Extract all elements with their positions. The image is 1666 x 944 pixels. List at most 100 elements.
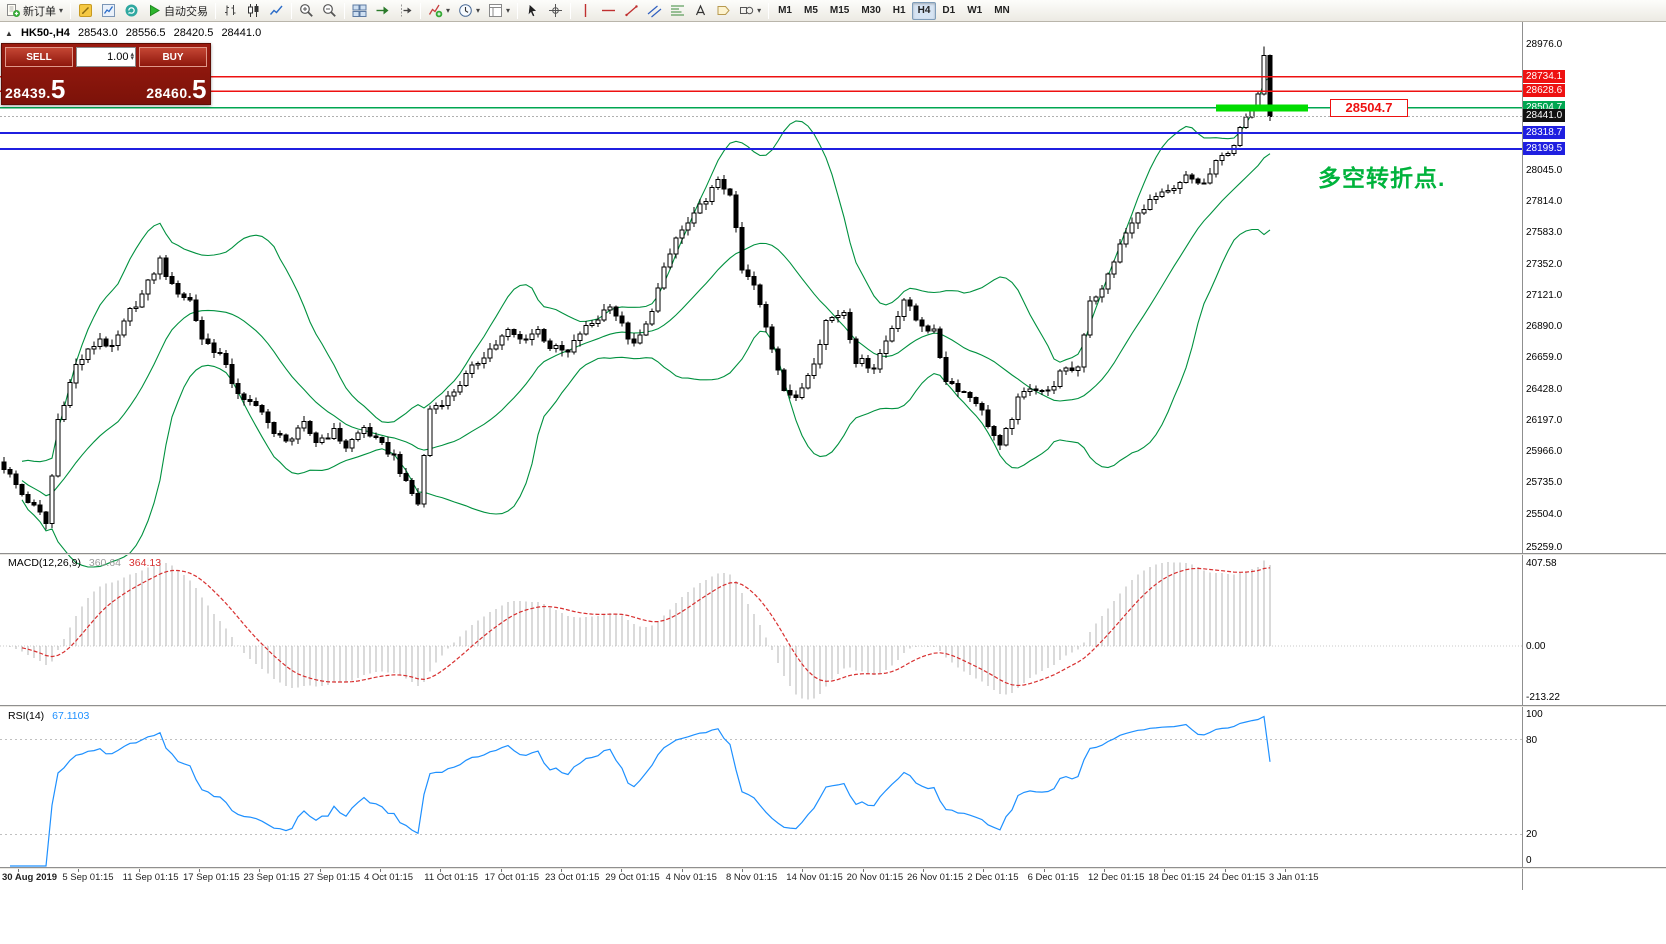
price-axis-tick: 28045.0 [1526, 164, 1563, 176]
tile-windows-button[interactable] [348, 1, 371, 21]
hline-icon [601, 3, 616, 18]
time-axis-label: 6 Dec 01:15 [1027, 872, 1079, 883]
candle-chart-icon [246, 3, 261, 18]
macd-signal-value: 364.13 [128, 557, 162, 569]
pane-divider-price-macd[interactable] [0, 553, 1666, 555]
time-axis-tick [78, 868, 80, 872]
time-axis-label: 4 Nov 01:15 [665, 872, 717, 883]
volume-spinner[interactable]: ▴ ▾ [130, 50, 134, 62]
auto-scroll-button[interactable] [371, 1, 394, 21]
refresh-button[interactable] [120, 1, 143, 21]
macd-name: MACD(12,26,9) [8, 557, 81, 569]
timeframe-mn-button[interactable]: MN [988, 2, 1016, 20]
time-axis-label: 11 Oct 01:15 [424, 872, 478, 883]
macd-axis-label: -213.22 [1526, 692, 1560, 703]
timeframe-m30-button-label: M30 [861, 5, 881, 16]
timeframe-m30-button[interactable]: M30 [855, 2, 886, 20]
ohlc-high: 28556.5 [125, 27, 166, 39]
periods-button[interactable]: ▾ [454, 1, 484, 21]
buy-button[interactable]: BUY [139, 47, 207, 67]
shapes-button[interactable]: ▾ [735, 1, 765, 21]
zoom-in-button[interactable] [295, 1, 318, 21]
timeframe-m15-button-label: M15 [829, 5, 850, 16]
price-axis-tick: 25504.0 [1526, 508, 1563, 520]
timeframe-m5-button[interactable]: M5 [798, 2, 824, 20]
timeframe-m1-button-label: M1 [778, 5, 792, 16]
zoom-out-button[interactable] [318, 1, 341, 21]
time-axis-tick [500, 868, 502, 872]
timeframe-h1-button[interactable]: H1 [887, 2, 912, 20]
market-watch-icon [101, 3, 116, 18]
vertical-line-button[interactable] [574, 1, 597, 21]
chart-shift-button[interactable] [394, 1, 417, 21]
time-axis-label: 29 Oct 01:15 [605, 872, 660, 883]
templates-button[interactable]: ▾ [484, 1, 514, 21]
timeframe-mn-button-label: MN [994, 5, 1010, 16]
channel-button[interactable] [643, 1, 666, 21]
horizontal-line-button[interactable] [597, 1, 620, 21]
time-axis-tick [621, 868, 623, 872]
fibonacci-button[interactable] [666, 1, 689, 21]
time-axis-tick [1103, 868, 1105, 872]
price-label-box[interactable]: 28504.7 [1330, 99, 1408, 117]
time-axis-label: 4 Oct 01:15 [363, 872, 414, 883]
text-button[interactable] [689, 1, 712, 21]
clock-icon [458, 3, 473, 18]
time-axis-label: 2 Dec 01:15 [967, 872, 1019, 883]
refresh-icon [124, 3, 139, 18]
trendline-button[interactable] [620, 1, 643, 21]
fibonacci-icon [670, 3, 685, 18]
price-axis-badge: 28628.6 [1523, 84, 1566, 98]
line-chart-button[interactable] [265, 1, 288, 21]
timeframe-m15-button[interactable]: M15 [824, 2, 855, 20]
volume-down-icon[interactable]: ▾ [130, 55, 134, 62]
time-axis-tick [259, 868, 261, 872]
one-click-collapse-icon[interactable]: ▲ [5, 29, 13, 38]
volume-input[interactable]: 1.00 ▴ ▾ [76, 47, 136, 67]
chart-info-line: ▲ HK50-,H4 28543.0 28556.5 28420.5 28441… [5, 27, 266, 39]
volume-up-icon[interactable]: ▴ [130, 50, 134, 58]
timeframe-d1-button[interactable]: D1 [936, 2, 961, 20]
price-axis-badge: 28441.0 [1523, 109, 1566, 123]
time-axis-tick [681, 868, 683, 872]
indicators-icon [428, 3, 443, 18]
chart-annotation-text[interactable]: 多空转折点. [1318, 165, 1446, 191]
crosshair-button[interactable] [544, 1, 567, 21]
timeframe-w1-button[interactable]: W1 [961, 2, 988, 20]
cursor-button[interactable] [521, 1, 544, 21]
timeframe-m1-button[interactable]: M1 [772, 2, 798, 20]
candlestick-chart-button[interactable] [242, 1, 265, 21]
price-axis-tick: 26197.0 [1526, 414, 1563, 426]
dropdown-caret-icon: ▾ [59, 6, 64, 15]
time-axis-label: 11 Sep 01:15 [122, 872, 179, 883]
time-axis-label: 26 Nov 01:15 [906, 872, 964, 883]
tile-windows-icon [352, 3, 367, 18]
price-axis-tick: 25735.0 [1526, 477, 1563, 489]
pane-divider-macd-rsi[interactable] [0, 705, 1666, 707]
metaeditor-button[interactable] [74, 1, 97, 21]
chart-canvas[interactable] [0, 22, 1522, 868]
price-axis-badge: 28318.7 [1523, 125, 1566, 139]
price-axis-tick: 27352.0 [1526, 258, 1563, 270]
time-axis-tick [18, 868, 19, 872]
time-axis-label: 12 Dec 01:15 [1087, 872, 1145, 883]
price-axis-tick: 25966.0 [1526, 446, 1563, 458]
dropdown-caret-icon: ▾ [446, 6, 451, 15]
new-order-button[interactable]: 新订单 ▾ [2, 1, 67, 21]
autotrading-button[interactable]: 自动交易 [143, 1, 212, 21]
price-axis-tick: 28976.0 [1526, 39, 1563, 51]
timeframe-h1-button-label: H1 [892, 5, 906, 16]
sell-button[interactable]: SELL [5, 47, 73, 67]
time-axis-label: 23 Oct 01:15 [544, 872, 600, 883]
market-watch-button[interactable] [97, 1, 120, 21]
indicators-button[interactable]: ▾ [424, 1, 454, 21]
label-button[interactable] [712, 1, 735, 21]
new-order-button-label: 新订单 [23, 5, 56, 18]
time-axis-label: 30 Aug 2019 [2, 872, 58, 883]
price-axis-border [1522, 22, 1523, 890]
bar-chart-button[interactable] [219, 1, 242, 21]
time-axis-label: 23 Sep 01:15 [243, 872, 300, 883]
timeframe-h4-button[interactable]: H4 [911, 1, 937, 20]
cursor-icon [525, 3, 540, 18]
time-axis-tick [802, 868, 804, 872]
